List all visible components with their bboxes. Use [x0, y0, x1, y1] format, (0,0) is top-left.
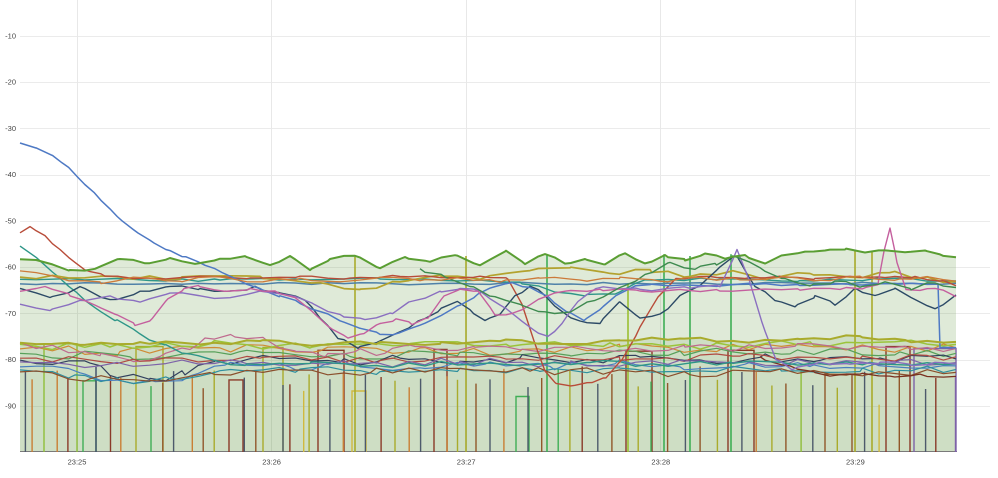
svg-text:-10: -10 [5, 32, 16, 41]
svg-text:-60: -60 [5, 263, 16, 272]
svg-text:-30: -30 [5, 124, 16, 133]
svg-text:-70: -70 [5, 309, 16, 318]
svg-text:23:26: 23:26 [262, 458, 281, 467]
svg-text:23:27: 23:27 [457, 458, 476, 467]
svg-text:-90: -90 [5, 401, 16, 410]
svg-text:23:28: 23:28 [651, 458, 670, 467]
svg-text:23:29: 23:29 [846, 458, 865, 467]
svg-text:-80: -80 [5, 355, 16, 364]
svg-text:-40: -40 [5, 170, 16, 179]
svg-text:-50: -50 [5, 216, 16, 225]
svg-text:23:25: 23:25 [68, 458, 87, 467]
svg-text:-20: -20 [5, 78, 16, 87]
